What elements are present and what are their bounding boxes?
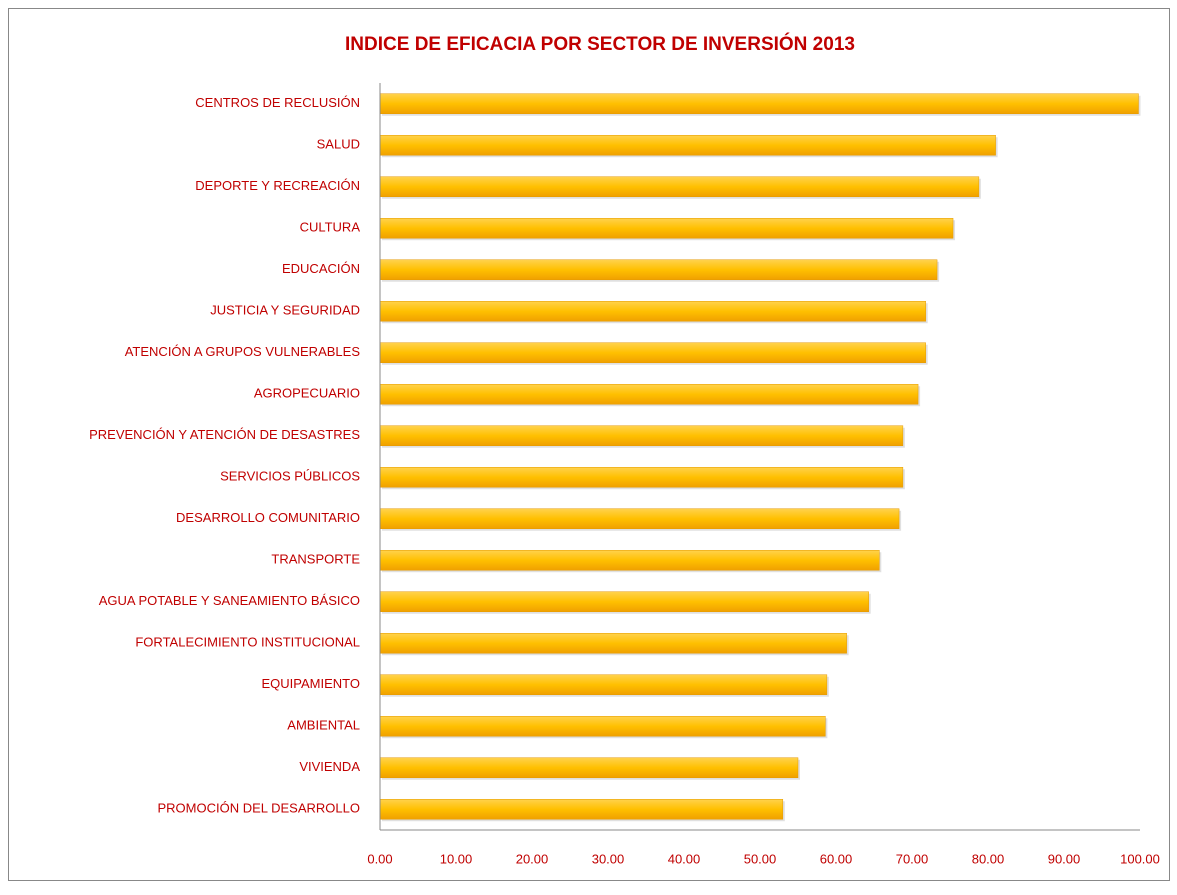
bar xyxy=(379,135,996,156)
y-tick-label: EQUIPAMIENTO xyxy=(262,676,360,691)
bar xyxy=(379,633,847,654)
y-tick-label: SALUD xyxy=(317,137,360,152)
bar xyxy=(379,259,938,280)
y-tick-label: JUSTICIA Y SEGURIDAD xyxy=(210,303,360,318)
bar xyxy=(379,674,828,695)
y-tick-label: EDUCACIÓN xyxy=(282,261,360,276)
x-tick-label: 80.00 xyxy=(972,851,1005,866)
bar xyxy=(379,467,904,488)
x-tick-label: 10.00 xyxy=(440,851,473,866)
x-tick-label: 40.00 xyxy=(668,851,701,866)
y-tick-label: TRANSPORTE xyxy=(271,552,360,567)
bar xyxy=(379,301,926,322)
x-tick-label: 90.00 xyxy=(1048,851,1081,866)
y-tick-label: PREVENCIÓN Y ATENCIÓN DE DESASTRES xyxy=(89,427,360,442)
bar xyxy=(379,508,900,529)
bar xyxy=(379,550,880,571)
bar xyxy=(379,716,826,737)
x-tick-label: 50.00 xyxy=(744,851,777,866)
y-tick-label: CENTROS DE RECLUSIÓN xyxy=(195,95,360,110)
bar xyxy=(379,757,799,778)
y-tick-label: FORTALECIMIENTO INSTITUCIONAL xyxy=(135,635,360,650)
y-tick-label: PROMOCIÓN DEL DESARROLLO xyxy=(157,801,360,816)
x-tick-label: 70.00 xyxy=(896,851,929,866)
y-tick-label: DEPORTE Y RECREACIÓN xyxy=(195,178,360,193)
frame xyxy=(8,8,1170,881)
y-tick-label: AMBIENTAL xyxy=(287,718,360,733)
y-tick-label: AGUA POTABLE Y SANEAMIENTO BÁSICO xyxy=(99,593,360,608)
y-tick-label: VIVIENDA xyxy=(299,759,360,774)
bar xyxy=(379,342,926,363)
bar xyxy=(379,799,784,820)
bar xyxy=(379,425,904,446)
x-tick-label: 0.00 xyxy=(367,851,392,866)
bar xyxy=(379,218,954,239)
bar xyxy=(379,591,869,612)
bar xyxy=(379,384,919,405)
x-tick-label: 30.00 xyxy=(592,851,625,866)
x-tick-label: 100.00 xyxy=(1120,851,1160,866)
bar xyxy=(379,93,1139,114)
bar xyxy=(379,176,980,197)
y-tick-label: SERVICIOS PÚBLICOS xyxy=(220,469,360,484)
y-tick-label: CULTURA xyxy=(300,220,361,235)
y-tick-label: AGROPECUARIO xyxy=(254,386,360,401)
x-tick-label: 60.00 xyxy=(820,851,853,866)
chart-title: INDICE DE EFICACIA POR SECTOR DE INVERSI… xyxy=(345,33,855,55)
y-tick-label: ATENCIÓN A GRUPOS VULNERABLES xyxy=(125,344,361,359)
y-tick-label: DESARROLLO COMUNITARIO xyxy=(176,510,360,525)
x-tick-label: 20.00 xyxy=(516,851,549,866)
